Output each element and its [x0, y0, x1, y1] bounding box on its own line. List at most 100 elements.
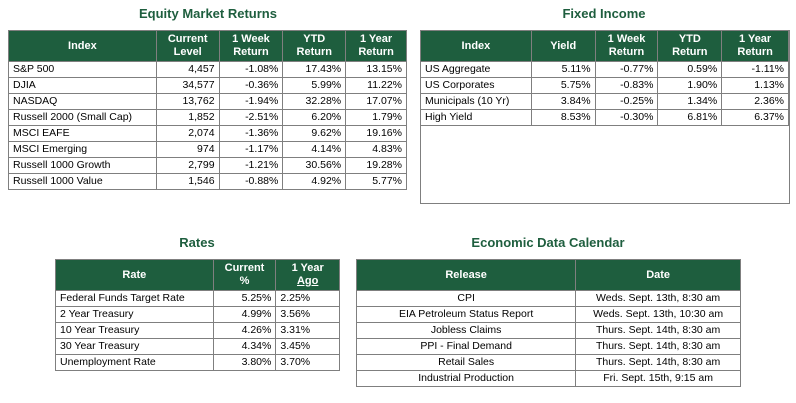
equity-year: 19.28%: [345, 157, 407, 174]
release-name: Retail Sales: [355, 354, 577, 371]
table-row: 30 Year Treasury 4.34% 3.45%: [55, 338, 340, 355]
rate-year-ago: 3.70%: [275, 354, 340, 371]
release-name: Industrial Production: [355, 370, 577, 387]
table-row: Retail Sales Thurs. Sept. 14th, 8:30 am: [355, 354, 741, 371]
release-date: Fri. Sept. 15th, 9:15 am: [575, 370, 741, 387]
equity-level: 2,799: [155, 157, 220, 174]
release-name: CPI: [355, 290, 577, 307]
fixed-col-index: Index: [420, 30, 532, 62]
equity-year: 19.16%: [345, 125, 407, 142]
table-row: EIA Petroleum Status Report Weds. Sept. 1…: [355, 306, 741, 323]
equity-col-week: 1 Week Return: [218, 30, 284, 62]
fixed-year: 1.13%: [721, 77, 789, 94]
equity-year: 1.79%: [345, 109, 407, 126]
equity-level: 2,074: [155, 125, 220, 142]
table-row: S&P 500 4,457 -1.08% 17.43% 13.15%: [8, 61, 407, 78]
equity-col-index: Index: [8, 30, 157, 62]
equity-level: 1,852: [155, 109, 220, 126]
fixed-week: -0.30%: [594, 109, 659, 126]
rates-table: Rate Current% 1 Year Ago Federal Funds Ta…: [55, 259, 340, 371]
rates-title: Rates: [179, 235, 215, 250]
fixed-year: 2.36%: [721, 93, 789, 110]
table-row: US Corporates 5.75% -0.83% 1.90% 1.13%: [420, 77, 789, 94]
equity-index-name: Russell 2000 (Small Cap): [8, 109, 157, 126]
rate-current: 5.25%: [212, 290, 277, 307]
equity-level: 34,577: [155, 77, 220, 94]
equity-ytd: 17.43%: [282, 61, 347, 78]
equity-week: -1.21%: [218, 157, 284, 174]
fixed-index-name: US Corporates: [420, 77, 532, 94]
rate-year-ago: 3.45%: [275, 338, 340, 355]
equity-level: 1,546: [155, 173, 220, 190]
table-row: High Yield 8.53% -0.30% 6.81% 6.37%: [420, 109, 789, 126]
release-date: Thurs. Sept. 14th, 8:30 am: [575, 322, 741, 339]
equity-index-name: S&P 500: [8, 61, 157, 78]
equity-ytd: 32.28%: [282, 93, 347, 110]
rate-name: 2 Year Treasury: [55, 306, 214, 323]
fixed-income-table: Index Yield 1 Week Return YTD Return 1 Yea…: [420, 30, 789, 126]
table-row: Industrial Production Fri. Sept. 15th, 9:…: [355, 370, 741, 387]
equity-week: -2.51%: [218, 109, 284, 126]
release-date: Weds. Sept. 13th, 8:30 am: [575, 290, 741, 307]
equity-level: 13,762: [155, 93, 220, 110]
equity-year: 4.83%: [345, 141, 407, 158]
table-row: Jobless Claims Thurs. Sept. 14th, 8:30 am: [355, 322, 741, 339]
equity-index-name: Russell 1000 Growth: [8, 157, 157, 174]
rate-year-ago: 3.56%: [275, 306, 340, 323]
equity-table: Index Current Level 1 Week Return YTD Retur…: [8, 30, 407, 190]
calendar-title: Economic Data Calendar: [471, 235, 625, 250]
equity-col-ytd: YTD Return: [282, 30, 347, 62]
equity-ytd: 5.99%: [282, 77, 347, 94]
equity-index-name: DJIA: [8, 77, 157, 94]
table-row: CPI Weds. Sept. 13th, 8:30 am: [355, 290, 741, 307]
equity-ytd: 4.92%: [282, 173, 347, 190]
table-row: 2 Year Treasury 4.99% 3.56%: [55, 306, 340, 323]
rate-current: 4.99%: [212, 306, 277, 323]
release-date: Thurs. Sept. 14th, 8:30 am: [575, 354, 741, 371]
rates-col-current: Current%: [212, 259, 277, 291]
fixed-ytd: 1.90%: [657, 77, 723, 94]
table-row: Unemployment Rate 3.80% 3.70%: [55, 354, 340, 371]
table-row: Russell 1000 Value 1,546 -0.88% 4.92% 5.77%: [8, 173, 407, 190]
equity-ytd: 6.20%: [282, 109, 347, 126]
release-name: EIA Petroleum Status Report: [355, 306, 577, 323]
rate-year-ago: 3.31%: [275, 322, 340, 339]
rate-name: 30 Year Treasury: [55, 338, 214, 355]
fixed-yield: 8.53%: [530, 109, 596, 126]
rate-current: 3.80%: [212, 354, 277, 371]
rate-year-ago: 2.25%: [275, 290, 340, 307]
equity-index-name: Russell 1000 Value: [8, 173, 157, 190]
fixed-ytd: 1.34%: [657, 93, 723, 110]
equity-week: -0.88%: [218, 173, 284, 190]
table-row: Russell 1000 Growth 2,799 -1.21% 30.56% 19.2…: [8, 157, 407, 174]
table-row: US Aggregate 5.11% -0.77% 0.59% -1.11%: [420, 61, 789, 78]
fixed-col-week: 1 Week Return: [594, 30, 659, 62]
rate-name: Unemployment Rate: [55, 354, 214, 371]
equity-year: 5.77%: [345, 173, 407, 190]
fixed-week: -0.25%: [594, 93, 659, 110]
equity-year: 11.22%: [345, 77, 407, 94]
calendar-col-date: Date: [575, 259, 741, 291]
calendar-col-release: Release: [355, 259, 577, 291]
table-row: MSCI Emerging 974 -1.17% 4.14% 4.83%: [8, 141, 407, 158]
rate-current: 4.26%: [212, 322, 277, 339]
fixed-year: -1.11%: [721, 61, 789, 78]
equity-level: 974: [155, 141, 220, 158]
table-row: MSCI EAFE 2,074 -1.36% 9.62% 19.16%: [8, 125, 407, 142]
table-row: Russell 2000 (Small Cap) 1,852 -2.51% 6.20%…: [8, 109, 407, 126]
fixed-yield: 5.11%: [530, 61, 596, 78]
equity-week: -1.94%: [218, 93, 284, 110]
rates-col-year-ago: 1 Year Ago: [275, 259, 340, 291]
fixed-yield: 3.84%: [530, 93, 596, 110]
fixed-income-title: Fixed Income: [562, 6, 646, 21]
rate-name: 10 Year Treasury: [55, 322, 214, 339]
equity-week: -1.17%: [218, 141, 284, 158]
table-row: Municipals (10 Yr) 3.84% -0.25% 1.34% 2.36%: [420, 93, 789, 110]
fixed-index-name: High Yield: [420, 109, 532, 126]
fixed-year: 6.37%: [721, 109, 789, 126]
equity-ytd: 30.56%: [282, 157, 347, 174]
release-name: PPI - Final Demand: [355, 338, 577, 355]
fixed-yield: 5.75%: [530, 77, 596, 94]
fixed-col-year: 1 Year Return: [721, 30, 789, 62]
equity-year: 17.07%: [345, 93, 407, 110]
